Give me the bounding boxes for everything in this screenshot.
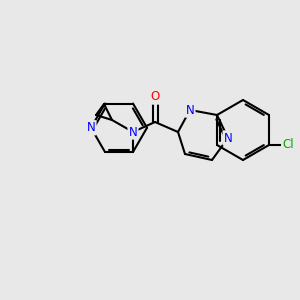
- Text: Cl: Cl: [282, 139, 294, 152]
- Text: N: N: [224, 131, 232, 145]
- Text: N: N: [186, 103, 194, 116]
- Text: N: N: [87, 121, 95, 134]
- Text: O: O: [150, 91, 160, 103]
- Text: N: N: [129, 125, 137, 139]
